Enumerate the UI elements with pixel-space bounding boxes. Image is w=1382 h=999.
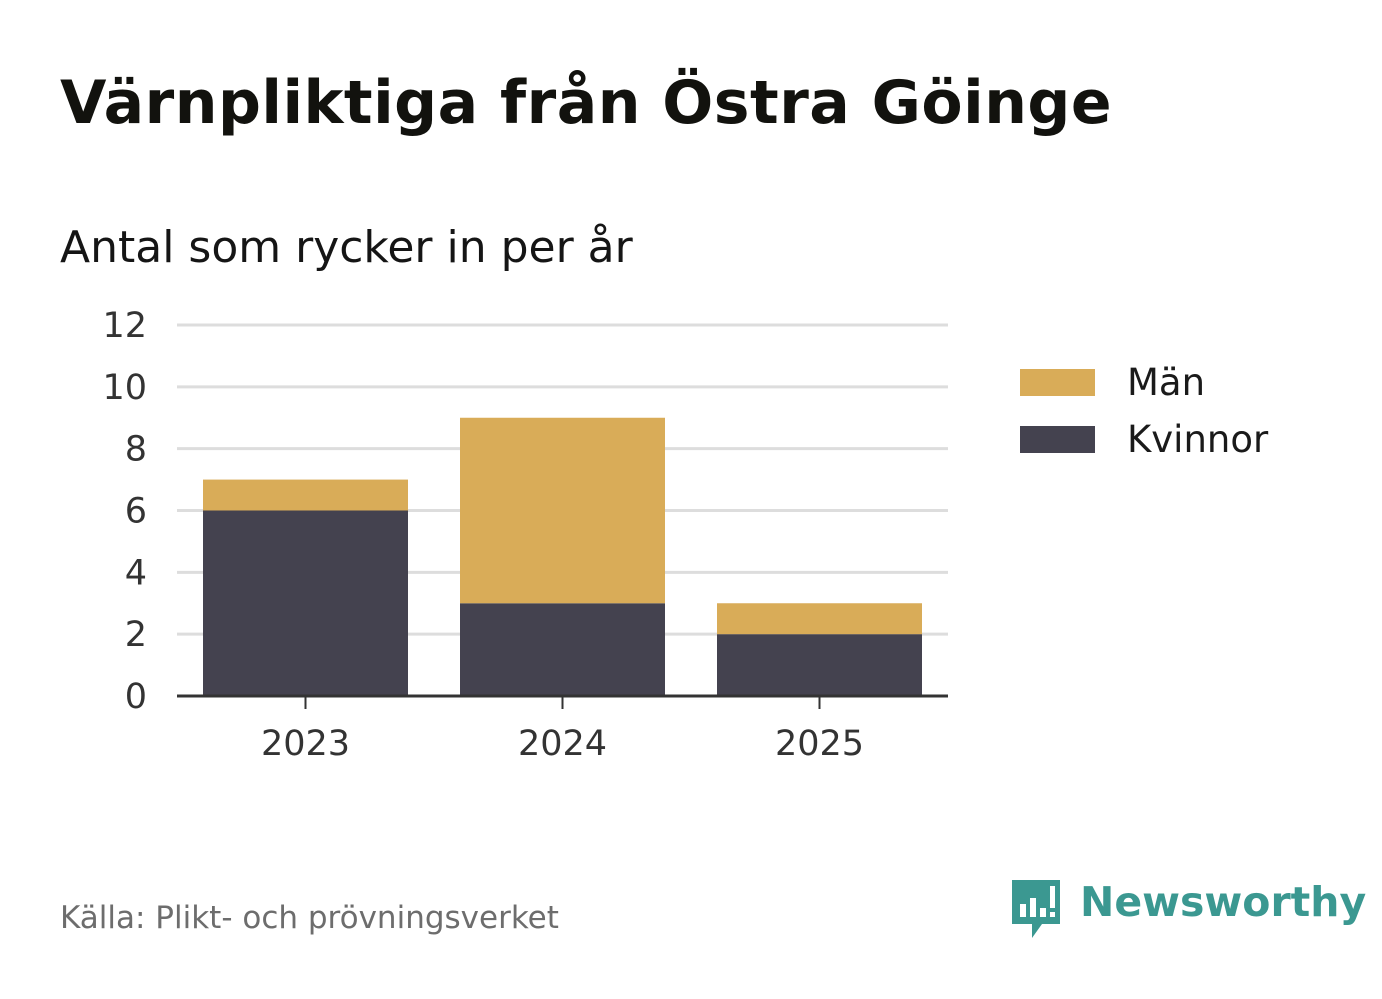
legend: Män Kvinnor xyxy=(1020,361,1269,461)
y-tick-label-10: 10 xyxy=(102,368,147,408)
chart-subtitle: Antal som rycker in per år xyxy=(60,222,633,273)
x-axis xyxy=(177,694,948,709)
x-tick-label-2023: 2023 xyxy=(261,724,350,764)
bar-2023-män xyxy=(203,479,408,511)
x-tick-label-2024: 2024 xyxy=(518,724,607,764)
y-tick-label-4: 4 xyxy=(125,553,147,593)
bar-2025-män xyxy=(717,603,922,635)
y-tick-label-12: 12 xyxy=(102,306,147,346)
y-tick-label-2: 2 xyxy=(125,615,147,655)
newsworthy-logo-icon xyxy=(1012,880,1060,938)
source-note: Källa: Plikt- och prövningsverket xyxy=(60,900,559,936)
bar-2024-män xyxy=(460,417,665,604)
y-axis-ticks: 0 2 4 6 8 10 12 xyxy=(102,306,147,717)
x-tick-label-2025: 2025 xyxy=(775,724,864,764)
y-tick-label-6: 6 xyxy=(125,492,147,532)
y-tick-label-8: 8 xyxy=(125,430,147,470)
bar-2023-kvinnor xyxy=(203,510,408,696)
bars xyxy=(203,417,922,696)
x-axis-ticks: 2023 2024 2025 xyxy=(261,724,864,764)
chart-title: Värnpliktiga från Östra Göinge xyxy=(60,68,1113,138)
bar-2025-kvinnor xyxy=(717,634,922,696)
bar-2024-kvinnor xyxy=(460,603,665,696)
legend-swatch-kvinnor xyxy=(1020,426,1095,453)
brand-name: Newsworthy xyxy=(1080,878,1367,926)
legend-label-kvinnor: Kvinnor xyxy=(1127,418,1269,461)
legend-label-män: Män xyxy=(1127,361,1205,404)
y-tick-label-0: 0 xyxy=(125,677,147,717)
legend-swatch-män xyxy=(1020,369,1095,396)
